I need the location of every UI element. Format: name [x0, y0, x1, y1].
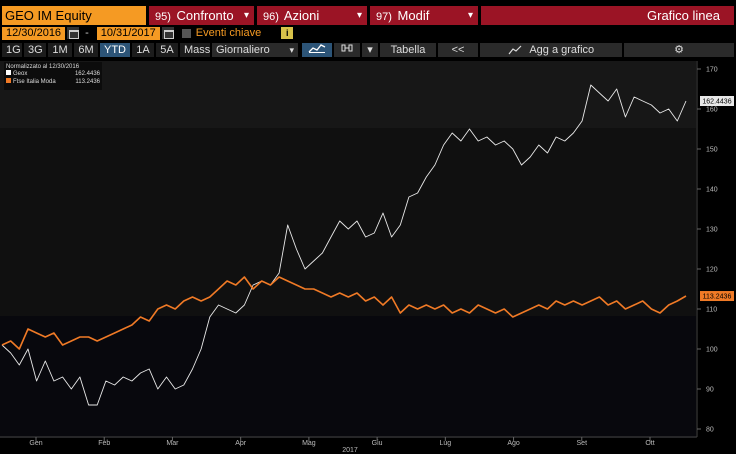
back-button[interactable]: << — [438, 43, 478, 57]
period-ytd-button[interactable]: YTD — [100, 43, 130, 57]
line-chart: 80 90 100 110 120 130 140 150 160 170 Gen Feb Mar Ap… — [0, 61, 736, 454]
end-date-field[interactable]: 10/31/2017 — [96, 26, 160, 40]
compare-menu[interactable]: 95) Confronto ▾ — [149, 6, 254, 25]
last-value-label: 113.2436 — [703, 294, 732, 301]
calendar-icon[interactable] — [161, 27, 174, 39]
chevron-down-icon: ▾ — [356, 10, 362, 21]
legend-item-ftse: Ftse Italia Moda 113.2436 — [6, 78, 100, 86]
compare-menu-number: 95) — [155, 11, 171, 23]
table-button[interactable]: Tabella — [380, 43, 436, 57]
actions-menu-number: 96) — [263, 11, 279, 23]
x-axis: Gen Feb Mar Apr Mag Giu Lug Ago Set Ott — [29, 437, 655, 447]
last-value-badge — [700, 291, 734, 302]
date-separator: - — [85, 27, 89, 39]
last-value-label: 162.4436 — [702, 99, 731, 106]
add-chart-icon — [508, 45, 522, 55]
period-1m-button[interactable]: 1M — [48, 43, 72, 57]
legend-item-geox: Geox 162.4436 — [6, 70, 100, 78]
chart-type-title: Grafico linea — [481, 6, 734, 25]
x-tick-label: Feb — [98, 440, 110, 447]
chevron-down-icon: ▾ — [467, 10, 473, 21]
y-axis: 80 90 100 110 120 130 140 150 160 170 — [697, 67, 718, 434]
period-1g-button[interactable]: 1G — [2, 43, 22, 57]
period-1a-button[interactable]: 1A — [132, 43, 154, 57]
x-tick-label: Mag — [302, 440, 316, 447]
legend-swatch — [6, 78, 11, 83]
period-3g-button[interactable]: 3G — [24, 43, 46, 57]
info-icon[interactable]: i — [281, 27, 294, 39]
modify-menu-label: Modif — [397, 8, 430, 23]
y-tick-label: 170 — [706, 67, 718, 74]
modify-menu-number: 97) — [376, 11, 392, 23]
series-line-geox — [1, 84, 687, 406]
y-tick-label: 160 — [706, 107, 718, 114]
key-events-checkbox[interactable] — [181, 28, 191, 38]
y-tick-label: 120 — [706, 267, 718, 274]
x-tick-label: Gen — [29, 440, 42, 447]
settings-gear-icon[interactable]: ⚙ — [624, 43, 734, 57]
last-value-labels: 162.4436 113.2436 — [700, 96, 734, 302]
period-max-button[interactable]: Mass — [180, 43, 210, 57]
x-tick-label: Mar — [166, 440, 179, 447]
add-to-chart-button[interactable]: Agg a grafico — [480, 43, 622, 57]
x-tick-label: Lug — [439, 440, 451, 447]
start-date-field[interactable]: 12/30/2016 — [2, 26, 66, 40]
x-tick-label: Apr — [235, 440, 247, 447]
legend-swatch — [6, 70, 11, 75]
legend-name: Ftse Italia Moda — [13, 79, 56, 85]
y-tick-label: 130 — [706, 227, 718, 234]
x-tick-label: Set — [577, 440, 588, 447]
plot-area — [1, 84, 687, 406]
chart-band-middle — [0, 128, 696, 316]
candlestick-icon[interactable] — [334, 43, 360, 57]
frequency-dropdown[interactable]: Giornaliero ▾ — [212, 43, 298, 57]
frequency-value: Giornaliero — [216, 44, 270, 56]
key-events-label: Eventi chiave — [195, 27, 262, 39]
chevron-down-icon[interactable]: ▾ — [362, 43, 378, 57]
chart-legend: Normalizzato al 12/30/2016 Geox 162.4436… — [4, 62, 102, 90]
period-5a-button[interactable]: 5A — [156, 43, 178, 57]
modify-menu[interactable]: 97) Modif ▾ — [370, 6, 478, 25]
x-tick-label: Giu — [372, 440, 383, 447]
legend-name: Geox — [13, 71, 28, 77]
y-tick-label: 80 — [706, 427, 714, 434]
period-toolbar: 1G 3G 1M 6M YTD 1A 5A Mass Giornaliero ▾… — [0, 43, 736, 57]
chart-band-bottom — [0, 316, 696, 438]
y-tick-label: 110 — [706, 307, 717, 314]
series-line-ftse-italia-moda — [1, 276, 687, 350]
x-tick-label: Ott — [645, 440, 654, 447]
actions-menu-label: Azioni — [283, 8, 320, 23]
compare-menu-label: Confronto — [176, 8, 234, 23]
year-label: 2017 — [342, 447, 358, 454]
chevron-down-icon: ▾ — [243, 10, 249, 21]
date-toolbar: 12/30/2016 - 10/31/2017 Eventi chiave i — [0, 26, 736, 40]
security-ticker-field[interactable]: GEO IM Equity — [2, 6, 146, 25]
legend-value: 162.4436 — [74, 71, 100, 77]
legend-header: Normalizzato al 12/30/2016 — [6, 64, 80, 70]
actions-menu[interactable]: 96) Azioni ▾ — [257, 6, 367, 25]
top-toolbar: GEO IM Equity 95) Confronto ▾ 96) Azioni… — [0, 6, 736, 25]
last-value-badge — [700, 96, 734, 106]
calendar-icon[interactable] — [67, 27, 80, 39]
y-tick-label: 100 — [706, 347, 718, 354]
add-to-chart-label: Agg a grafico — [529, 44, 595, 56]
x-tick-label: Ago — [507, 440, 520, 447]
chevron-down-icon: ▾ — [289, 45, 294, 55]
line-chart-icon[interactable] — [302, 43, 332, 57]
y-tick-label: 90 — [706, 387, 714, 394]
period-6m-button[interactable]: 6M — [74, 43, 98, 57]
chart-band-top — [0, 61, 696, 128]
y-tick-label: 140 — [706, 187, 718, 194]
y-tick-label: 150 — [706, 147, 718, 154]
legend-value: 113.2436 — [75, 79, 100, 85]
